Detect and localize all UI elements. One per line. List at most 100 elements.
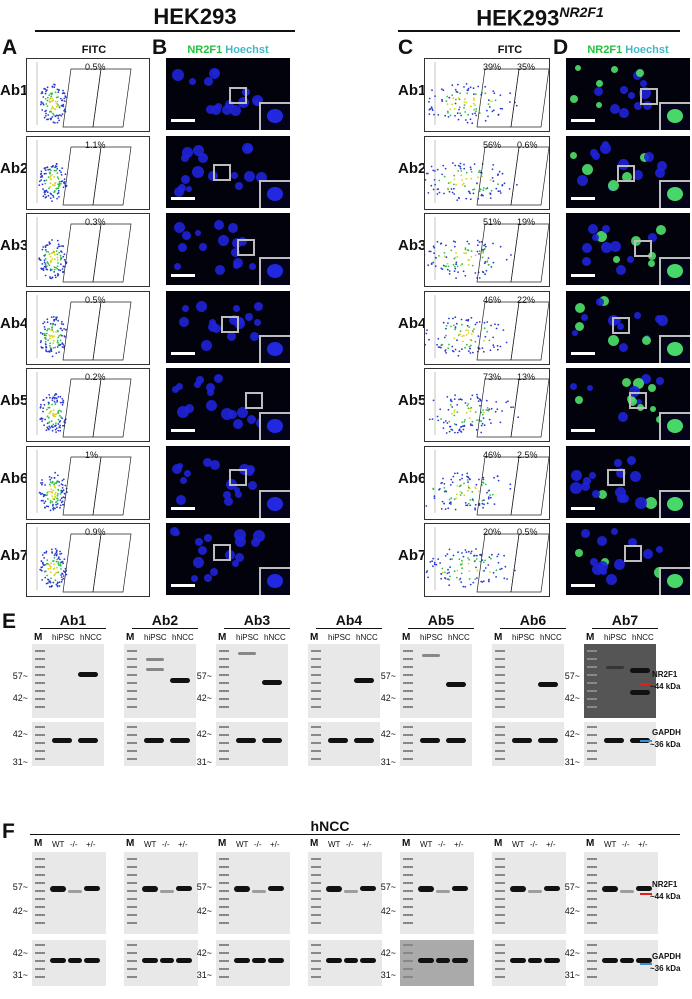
mw-42: 42~ bbox=[564, 693, 580, 703]
micrograph-hek293 bbox=[166, 213, 290, 285]
lane-hncc: hNCC bbox=[540, 633, 562, 642]
nr2f1-arrow-f bbox=[640, 893, 652, 895]
lane-hncc: hNCC bbox=[264, 633, 286, 642]
nr2f1-blot-hncc bbox=[492, 852, 566, 934]
nr2f1-kda: ~44 kDa bbox=[650, 682, 681, 691]
zoom-box bbox=[629, 392, 647, 409]
lane-wt: WT bbox=[144, 840, 157, 849]
fitc-label-c: FITC bbox=[497, 44, 523, 56]
lane-het: +/- bbox=[454, 840, 464, 849]
gate-percentage: 1.1% bbox=[85, 139, 106, 150]
scale-bar bbox=[571, 429, 595, 432]
zoom-box bbox=[213, 544, 231, 561]
micrograph-hek293-nr2f1 bbox=[566, 213, 690, 285]
lane-ko: -/- bbox=[622, 840, 630, 849]
zoom-box bbox=[213, 163, 231, 181]
gate-percentage: 20% bbox=[483, 527, 502, 537]
nr2f1-blot-hncc bbox=[32, 852, 106, 934]
row-label-left: Ab1 bbox=[0, 82, 29, 99]
zoom-inset bbox=[659, 567, 690, 595]
gate-percentage: 2.5% bbox=[517, 449, 538, 460]
gate-percentage: 22% bbox=[517, 294, 536, 305]
facs-plot-hek293-nr2f1: 73% 13% bbox=[424, 368, 550, 442]
lane-marker: M bbox=[218, 838, 227, 849]
mw-31: 31~ bbox=[196, 970, 212, 980]
blot-title-underline bbox=[592, 628, 658, 629]
mw-31: 31~ bbox=[380, 757, 396, 767]
blot-title-underline bbox=[316, 628, 382, 629]
hncc-underline bbox=[30, 834, 680, 835]
mw-31: 31~ bbox=[12, 757, 28, 767]
gapdh-annotation: GAPDH bbox=[652, 728, 681, 737]
zoom-inset bbox=[259, 567, 290, 595]
row-label-left: Ab7 bbox=[0, 547, 29, 564]
lane-marker: M bbox=[34, 838, 43, 849]
mw-31: 31~ bbox=[196, 757, 212, 767]
row-label-right: Ab6 bbox=[398, 469, 427, 487]
row-label-right: Ab4 bbox=[398, 314, 427, 332]
zoom-inset bbox=[259, 179, 290, 208]
nr2f1-blot bbox=[216, 644, 288, 718]
lane-het: +/- bbox=[270, 840, 280, 849]
lane-ko: -/- bbox=[254, 840, 262, 849]
lane-marker: M bbox=[126, 838, 135, 849]
gapdh-blot bbox=[124, 722, 196, 766]
gate-percentage: 56% bbox=[483, 139, 502, 150]
gapdh-blot-hncc bbox=[124, 940, 198, 986]
nr2f1-blot bbox=[308, 644, 380, 718]
scale-bar bbox=[171, 584, 195, 587]
lane-ko: -/- bbox=[438, 840, 446, 849]
gapdh-blot-hncc bbox=[32, 940, 106, 986]
nr2f1-annotation-f: NR2F1 bbox=[652, 880, 678, 889]
nr2f1-arrow bbox=[640, 683, 652, 685]
facs-plot-hek293: 0.5% bbox=[26, 58, 150, 132]
mw-57: 57~ bbox=[380, 882, 396, 892]
gate-percentage: 51% bbox=[483, 217, 502, 227]
row-label-right: Ab7 bbox=[398, 547, 427, 564]
zoom-box bbox=[612, 316, 630, 334]
mw-57: 57~ bbox=[564, 671, 580, 681]
micrograph-hek293-nr2f1 bbox=[566, 290, 690, 363]
mw-42-lower: 42~ bbox=[380, 729, 396, 739]
gate-percentage: 35% bbox=[517, 62, 536, 72]
lane-hncc: hNCC bbox=[448, 633, 470, 642]
gate-percentage: 0.3% bbox=[85, 217, 106, 227]
facs-plot-hek293: 1.1% bbox=[26, 135, 150, 210]
lane-hncc: hNCC bbox=[80, 633, 102, 642]
facs-plot-hek293: 1% bbox=[26, 445, 150, 520]
lane-marker: M bbox=[494, 632, 503, 643]
mw-31: 31~ bbox=[564, 757, 580, 767]
mw-42-lower: 42~ bbox=[564, 948, 580, 958]
zoom-box bbox=[221, 315, 239, 333]
blot-title-underline bbox=[132, 628, 198, 629]
nr2f1-blot-hncc bbox=[216, 852, 290, 934]
lane-marker: M bbox=[586, 838, 595, 849]
fitc-label-a: FITC bbox=[81, 44, 107, 56]
nr2f1-blot bbox=[584, 644, 656, 718]
gate-percentage: 46% bbox=[483, 449, 502, 460]
nr2f1-blot bbox=[32, 644, 104, 718]
lane-marker: M bbox=[218, 632, 227, 643]
micrograph-hek293 bbox=[166, 135, 290, 208]
blot-title-underline bbox=[40, 628, 106, 629]
zoom-box bbox=[634, 240, 652, 257]
mw-57: 57~ bbox=[12, 671, 28, 681]
stain-label-b: NR2F1 Hoechst bbox=[187, 44, 269, 56]
gapdh-arrow-f bbox=[640, 963, 652, 965]
lane-marker: M bbox=[310, 838, 319, 849]
header-hek293: HEK293 bbox=[153, 4, 237, 29]
lane-marker: M bbox=[402, 838, 411, 849]
gate-percentage: 0.2% bbox=[85, 372, 106, 382]
nr2f1-blot bbox=[124, 644, 196, 718]
facs-plot-hek293-nr2f1: 46% 2.5% bbox=[424, 445, 550, 520]
mw-57: 57~ bbox=[380, 671, 396, 681]
gate-percentage: 1% bbox=[85, 449, 99, 460]
mw-42: 42~ bbox=[196, 906, 212, 916]
scale-bar bbox=[171, 274, 195, 277]
mw-57: 57~ bbox=[564, 882, 580, 892]
scale-bar bbox=[171, 196, 195, 200]
zoom-inset bbox=[659, 179, 690, 208]
nr2f1-blot-hncc bbox=[400, 852, 474, 934]
zoom-box bbox=[617, 164, 635, 182]
lane-hipsc: hiPSC bbox=[420, 633, 443, 642]
